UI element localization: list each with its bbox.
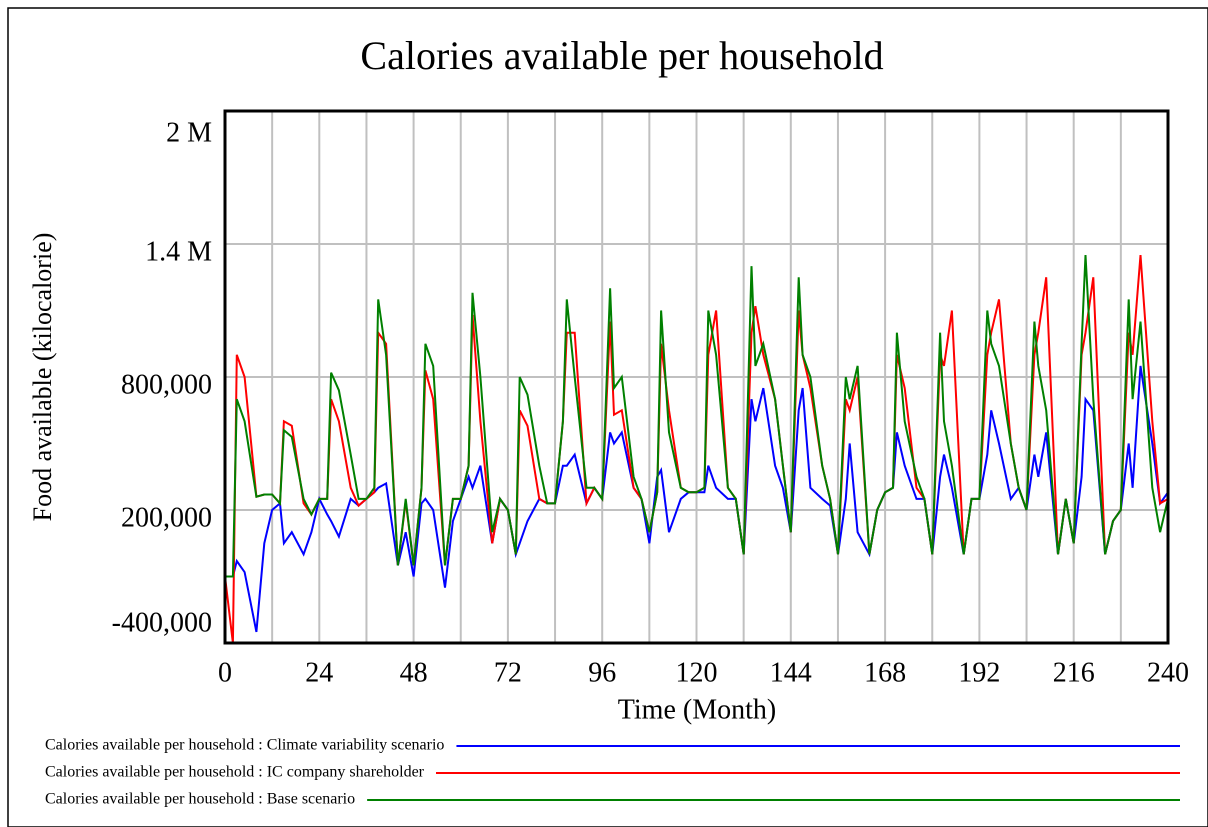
plot-border <box>223 109 1170 645</box>
legend-label: Calories available per household : Base … <box>45 791 355 808</box>
x-tick-label: 24 <box>305 657 333 688</box>
x-tick-label: 0 <box>218 657 232 688</box>
y-tick-label: 2 M <box>166 117 212 148</box>
chart-title: Calories available per household <box>360 33 883 78</box>
x-tick-label: 168 <box>864 657 906 688</box>
grid <box>224 110 1169 644</box>
legend-label: Calories available per household : Clima… <box>45 737 444 754</box>
legend-label: Calories available per household : IC co… <box>45 764 425 781</box>
x-tick-label: 216 <box>1053 657 1095 688</box>
series-line <box>225 255 1169 578</box>
x-tick-label: 240 <box>1147 657 1189 688</box>
y-tick-label: 800,000 <box>121 369 212 400</box>
legend: Calories available per household : Clima… <box>45 737 1180 808</box>
x-tick-label: 120 <box>676 657 718 688</box>
x-axis-label: Time (Month) <box>618 694 776 725</box>
y-tick-label: 1.4 M <box>145 236 212 267</box>
labels: 0 24 48 72 96 120 144 168 192 216 240 -400,000 200,0… <box>112 117 1189 688</box>
x-tick-label: 144 <box>770 657 812 688</box>
y-tick-label: -400,000 <box>112 607 212 638</box>
x-tick-label: 72 <box>494 657 522 688</box>
x-tick-label: 96 <box>588 657 616 688</box>
x-tick-label: 48 <box>400 657 428 688</box>
y-axis-label: Food available (kilocalorie) <box>28 233 57 522</box>
frame <box>7 7 1208 827</box>
y-tick-label: 200,000 <box>121 502 212 533</box>
lines <box>224 255 1169 644</box>
x-tick-label: 192 <box>958 657 1000 688</box>
